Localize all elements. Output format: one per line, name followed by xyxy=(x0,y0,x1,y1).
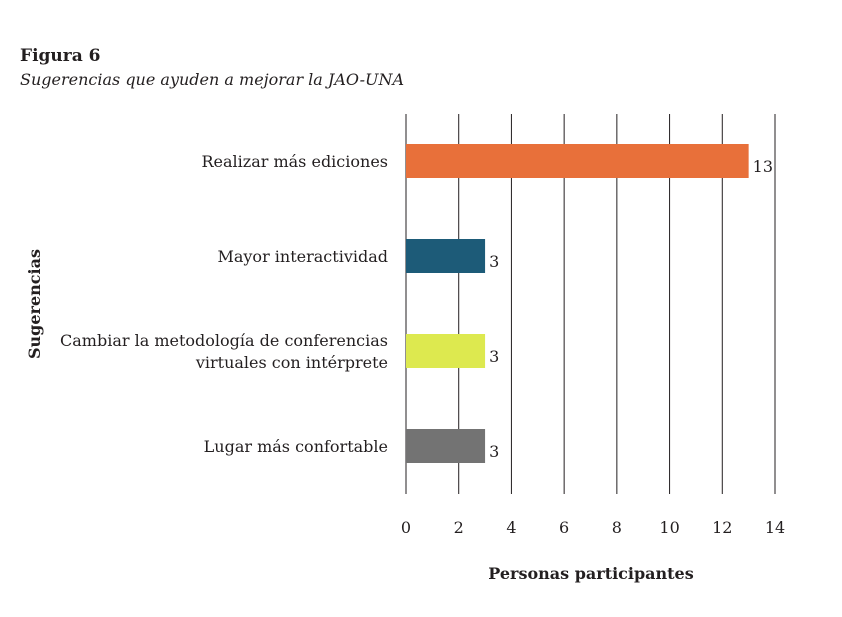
x-tick-label: 0 xyxy=(401,518,411,537)
x-tick-labels: 0 2 4 6 8 10 12 14 xyxy=(401,518,785,537)
data-label: 3 xyxy=(489,347,499,366)
data-label: 3 xyxy=(489,252,499,271)
bar xyxy=(406,239,486,273)
x-tick-label: 10 xyxy=(659,518,679,537)
category-label: virtuales con intérprete xyxy=(195,353,388,372)
x-tick-label: 8 xyxy=(612,518,622,537)
figure-caption: Sugerencias que ayuden a mejorar la JAO-… xyxy=(20,70,405,89)
bar xyxy=(406,429,486,463)
x-tick-label: 4 xyxy=(506,518,516,537)
bar xyxy=(406,144,749,178)
category-label: Realizar más ediciones xyxy=(201,152,388,171)
value-labels: 13 3 3 3 xyxy=(489,157,773,461)
x-tick-label: 12 xyxy=(712,518,732,537)
category-label: Cambiar la metodología de conferencias xyxy=(60,331,388,350)
x-tick-label: 6 xyxy=(559,518,569,537)
bar xyxy=(406,334,486,368)
category-labels: Realizar más ediciones Mayor interactivid… xyxy=(60,152,388,456)
x-tick-label: 2 xyxy=(454,518,464,537)
bars xyxy=(406,144,749,463)
category-label: Mayor interactividad xyxy=(217,247,388,266)
figure-label: Figura 6 xyxy=(20,46,101,66)
data-label: 3 xyxy=(489,442,499,461)
data-label: 13 xyxy=(753,157,773,176)
y-axis-title: Sugerencias xyxy=(25,249,44,359)
x-tick-label: 14 xyxy=(765,518,785,537)
category-label: Lugar más confortable xyxy=(204,437,388,456)
x-axis-title: Personas participantes xyxy=(488,564,694,583)
